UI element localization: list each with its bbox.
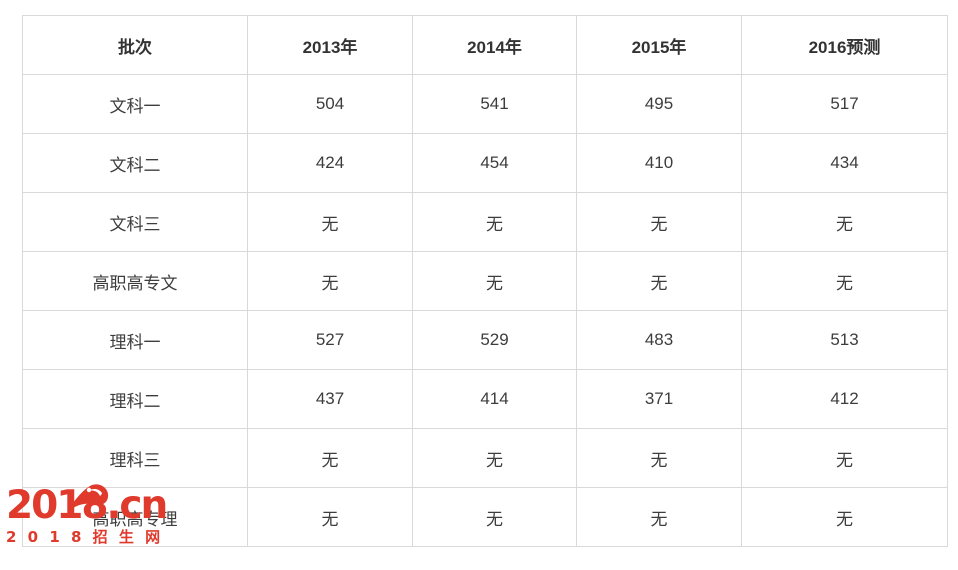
column-header-2015: 2015年 — [576, 15, 742, 75]
table-cell: 414 — [412, 369, 577, 429]
column-header-2013: 2013年 — [247, 15, 413, 75]
table-row: 文科二 424 454 410 434 — [22, 133, 948, 193]
table-cell: 无 — [576, 487, 742, 547]
table-row: 文科三 无 无 无 无 — [22, 192, 948, 252]
table-cell: 527 — [247, 310, 413, 370]
table-cell: 483 — [576, 310, 742, 370]
table-cell: 454 — [412, 133, 577, 193]
table-cell: 541 — [412, 74, 577, 134]
brand-swoosh-icon — [67, 484, 109, 512]
table-cell: 无 — [412, 251, 577, 311]
table-cell: 无 — [741, 192, 948, 252]
row-label: 文科二 — [22, 133, 248, 193]
table-cell: 529 — [412, 310, 577, 370]
table-cell: 517 — [741, 74, 948, 134]
row-label: 文科一 — [22, 74, 248, 134]
table-cell: 无 — [576, 428, 742, 488]
column-header-2016-forecast: 2016预测 — [741, 15, 948, 75]
table-cell: 无 — [741, 251, 948, 311]
table-cell: 无 — [412, 487, 577, 547]
row-label: 高职高专文 — [22, 251, 248, 311]
table-cell: 无 — [247, 428, 413, 488]
column-header-batch: 批次 — [22, 15, 248, 75]
table-cell: 无 — [741, 487, 948, 547]
brand-logo-subtext: 2 0 1 8 招 生 网 — [6, 527, 164, 546]
table-row: 高职高专文 无 无 无 无 — [22, 251, 948, 311]
score-line-table: 批次 2013年 2014年 2015年 2016预测 文科一 504 541 … — [22, 15, 948, 547]
column-header-2014: 2014年 — [412, 15, 577, 75]
table-row: 高职高专理 无 无 无 无 — [22, 487, 948, 547]
table-cell: 无 — [412, 192, 577, 252]
table-row: 理科二 437 414 371 412 — [22, 369, 948, 429]
row-label: 理科一 — [22, 310, 248, 370]
row-label: 理科二 — [22, 369, 248, 429]
table-cell: 无 — [247, 487, 413, 547]
table-cell: 504 — [247, 74, 413, 134]
table-row: 文科一 504 541 495 517 — [22, 74, 948, 134]
table-cell: 495 — [576, 74, 742, 134]
table-row: 理科一 527 529 483 513 — [22, 310, 948, 370]
table-row: 理科三 无 无 无 无 — [22, 428, 948, 488]
table-cell: 410 — [576, 133, 742, 193]
row-label: 文科三 — [22, 192, 248, 252]
row-label: 理科三 — [22, 428, 248, 488]
table-cell: 513 — [741, 310, 948, 370]
table-cell: 434 — [741, 133, 948, 193]
table-cell: 437 — [247, 369, 413, 429]
table-cell: 无 — [247, 192, 413, 252]
table-cell: 412 — [741, 369, 948, 429]
table-cell: 无 — [576, 251, 742, 311]
table-cell: 无 — [247, 251, 413, 311]
site-watermark: 2018.cn 2 0 1 8 招 生 网 — [6, 483, 168, 546]
table-cell: 无 — [576, 192, 742, 252]
row-label: 高职高专理 — [22, 487, 248, 547]
table-cell: 无 — [412, 428, 577, 488]
table-header-row: 批次 2013年 2014年 2015年 2016预测 — [22, 15, 948, 75]
table-cell: 424 — [247, 133, 413, 193]
table-cell: 无 — [741, 428, 948, 488]
table-cell: 371 — [576, 369, 742, 429]
